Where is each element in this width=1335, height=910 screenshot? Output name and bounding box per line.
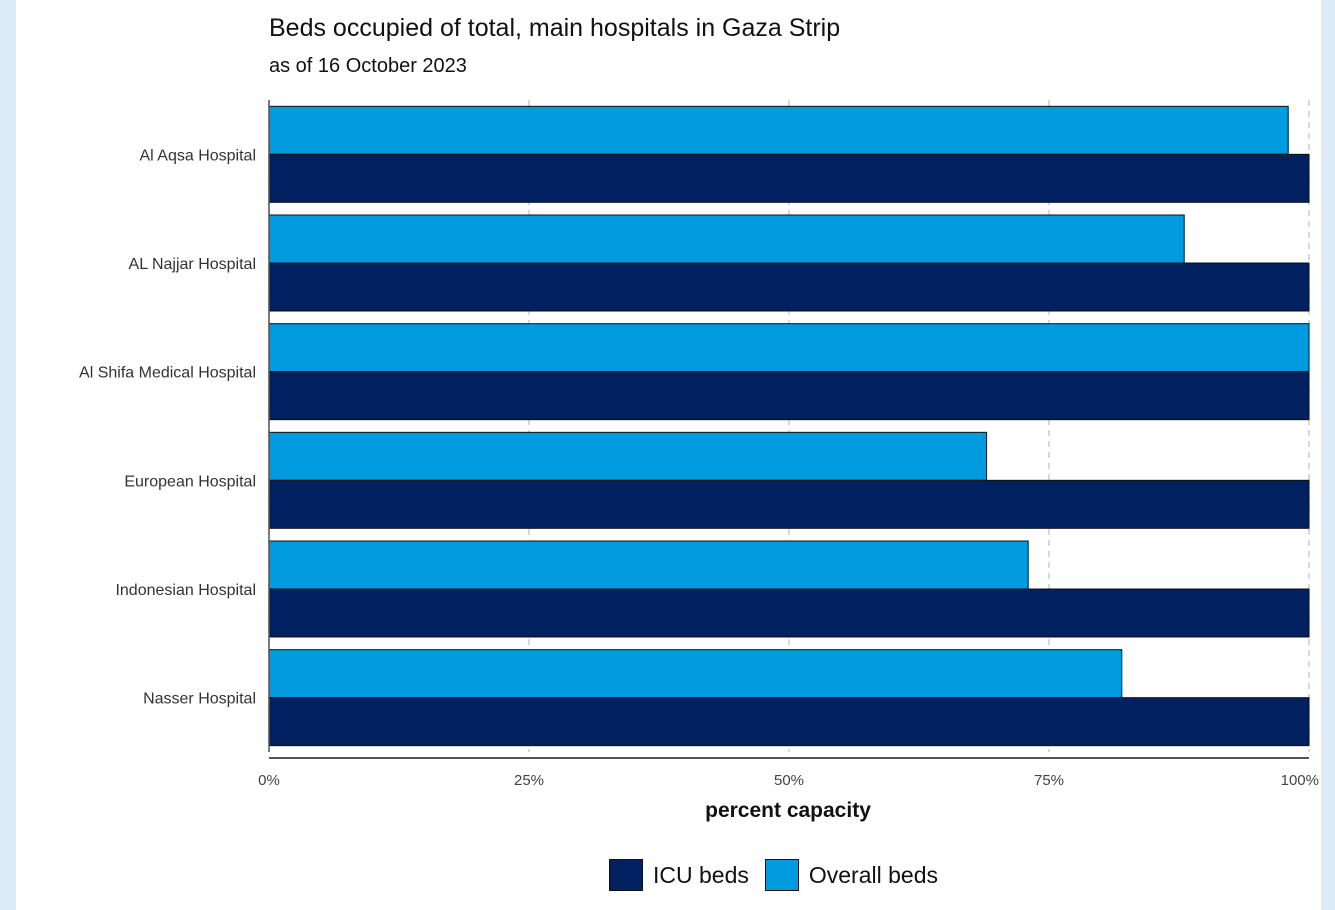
category-label: AL Najjar Hospital <box>129 256 256 273</box>
bar-overall <box>268 649 1123 699</box>
bar-overall <box>268 540 1029 590</box>
bars <box>268 105 1310 747</box>
x-tick-label: 50% <box>774 772 804 789</box>
legend-item-icu: ICU beds <box>609 859 749 891</box>
category-label: Indonesian Hospital <box>115 582 256 599</box>
bar-icu <box>268 262 1310 312</box>
legend-swatch-icu <box>609 859 643 891</box>
axes: Al Aqsa Hospital AL Najjar Hospital Al Shi… <box>79 100 1319 789</box>
x-tick-label: 100% <box>1281 772 1319 789</box>
legend-swatch-overall <box>764 859 799 891</box>
bar-icu <box>268 588 1310 638</box>
x-tick-label: 25% <box>514 772 544 789</box>
category-label: European Hospital <box>124 473 256 490</box>
x-axis-title: percent capacity <box>705 799 871 822</box>
bar-overall <box>268 214 1185 264</box>
chart-subtitle: as of 16 October 2023 <box>269 55 467 77</box>
legend-item-overall: Overall beds <box>764 859 938 891</box>
x-tick-label: 75% <box>1034 772 1064 789</box>
bar-icu <box>268 697 1310 747</box>
legend: ICU beds Overall beds <box>609 857 954 893</box>
category-label: Al Shifa Medical Hospital <box>79 365 256 382</box>
legend-label-icu: ICU beds <box>653 861 749 888</box>
bar-icu <box>268 371 1310 421</box>
x-tick-label: 0% <box>258 772 280 789</box>
bar-icu <box>268 479 1310 529</box>
chart-title: Beds occupied of total, main hospitals i… <box>269 14 841 42</box>
bar-overall <box>268 105 1289 155</box>
bar-overall <box>268 431 988 481</box>
bar-overall <box>268 323 1310 373</box>
bar-icu <box>268 153 1310 203</box>
category-label: Nasser Hospital <box>143 691 256 708</box>
legend-label-overall: Overall beds <box>808 861 938 888</box>
category-label: Al Aqsa Hospital <box>139 147 256 164</box>
